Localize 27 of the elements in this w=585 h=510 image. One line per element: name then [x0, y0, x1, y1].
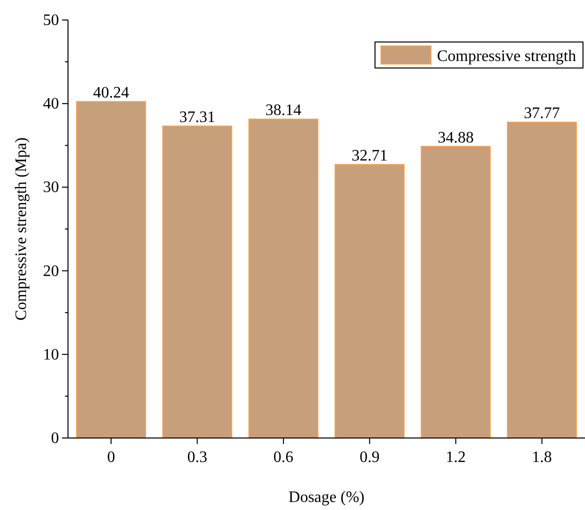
bar: [420, 146, 491, 438]
x-tick-label: 1.8: [532, 449, 552, 466]
y-tick-label: 20: [43, 262, 59, 280]
data-label: 38.14: [265, 102, 302, 120]
y-tick-label: 0: [51, 430, 59, 447]
data-label: 32.71: [352, 148, 388, 165]
x-axis-title: Dosage (%): [288, 489, 364, 506]
data-label: 37.31: [179, 109, 216, 126]
y-axis-title: Compressive strength (Mpa): [13, 137, 30, 321]
data-label: 37.77: [524, 105, 560, 122]
x-tick-label: 0.9: [360, 449, 380, 466]
data-label: 40.24: [93, 84, 130, 102]
x-tick-label: 0.3: [187, 449, 208, 466]
bar: [76, 101, 146, 438]
bar: [248, 118, 318, 438]
data-label: 34.88: [438, 129, 474, 146]
x-tick-label: 0.6: [273, 449, 294, 466]
bar: [506, 122, 577, 438]
y-tick-label: 30: [43, 179, 59, 196]
y-tick-label: 40: [43, 96, 59, 113]
y-tick-label: 50: [43, 12, 59, 29]
bar: [162, 126, 232, 438]
y-tick-label: 10: [43, 346, 59, 364]
x-tick-label: 1.2: [446, 449, 466, 466]
legend-label: Compressive strength: [437, 48, 576, 65]
bar: [334, 164, 405, 438]
x-tick-label: 0: [107, 449, 116, 466]
